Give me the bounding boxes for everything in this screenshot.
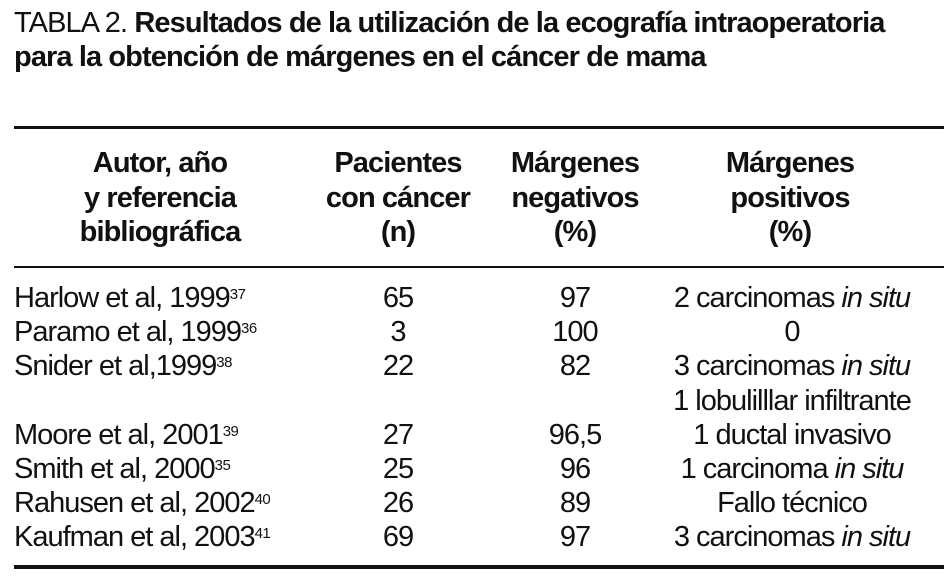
header-line: Autor, año — [92, 147, 228, 179]
positive-margins-cell: 2 carcinomas in situ — [640, 281, 944, 315]
positive-text: 1 carcinoma — [680, 453, 835, 485]
author-cell: Rahusen et al, 200240 — [14, 486, 271, 520]
positive-margins-cell: 3 carcinomas in situ — [640, 520, 944, 554]
reference-number: 40 — [254, 491, 271, 509]
positive-italic-text: in situ — [841, 521, 911, 554]
patients-cell: 3 — [390, 316, 406, 349]
positive-margins-cell: 1 ductal invasivo — [640, 418, 944, 452]
positive-text: 1 ductal invasivo — [693, 418, 891, 451]
positive-text: 0 — [784, 316, 800, 349]
header-line: negativos — [511, 181, 639, 214]
patients-cell: 65 — [382, 282, 414, 314]
header-negative-margins: Márgenes negativos (%) — [495, 146, 655, 250]
positive-margins-cell: 3 carcinomas in situ — [640, 349, 944, 383]
author-text: Moore et al, 2001 — [14, 418, 224, 451]
table-row: Moore et al, 200139 27 96,5 1 ductal invasi… — [0, 418, 946, 452]
table-row: Smith et al, 200035 25 96 1 carcinoma in si… — [0, 452, 946, 486]
negative-margins-cell: 89 — [559, 487, 591, 520]
table-label: TABLA 2. — [14, 7, 128, 39]
author-cell: Kaufman et al, 200341 — [14, 520, 271, 554]
table-title: Resultados de la utilización de la ecogr… — [14, 7, 885, 73]
patients-cell: 27 — [382, 418, 414, 451]
header-author: Autor, año y referencia bibliográfica — [50, 146, 270, 250]
table-row: Paramo et al, 199936 3 100 0 — [0, 315, 946, 349]
author-text: Kaufman et al, 2003 — [14, 521, 256, 554]
header-line: (%) — [553, 216, 597, 248]
negative-margins-cell: 82 — [559, 350, 591, 383]
positive-text: 2 carcinomas — [673, 282, 842, 314]
negative-margins-cell: 100 — [552, 316, 598, 349]
positive-margins-cell: 1 lobulilllar infiltrante — [640, 384, 944, 418]
table-row: Kaufman et al, 200341 69 97 3 carcinomas in… — [0, 520, 946, 554]
reference-number: 36 — [241, 320, 257, 338]
negative-margins-cell: 96 — [559, 453, 591, 485]
positive-margins-cell: 1 carcinoma in situ — [640, 452, 944, 486]
reference-number: 41 — [254, 525, 271, 543]
table-row: 1 lobulilllar infiltrante — [0, 384, 946, 418]
reference-number: 39 — [222, 422, 239, 440]
positive-text: 1 lobulilllar infiltrante — [673, 384, 912, 417]
positive-text: 3 carcinomas — [673, 521, 842, 554]
reference-number: 38 — [216, 354, 232, 372]
positive-italic-text: in situ — [841, 282, 911, 314]
header-line: (%) — [768, 216, 812, 248]
table-row: Rahusen et al, 200240 26 89 Fallo técnico — [0, 486, 946, 520]
header-rule — [14, 266, 944, 268]
author-text: Snider et al,1999 — [14, 350, 217, 383]
top-rule — [14, 126, 944, 129]
header-positive-margins: Márgenes positivos (%) — [710, 146, 870, 250]
reference-number: 35 — [214, 457, 231, 474]
header-patients: Pacientes con cáncer (n) — [310, 146, 486, 250]
table-row: Harlow et al, 199937 65 97 2 carcinomas in … — [0, 281, 946, 315]
negative-margins-cell: 97 — [559, 282, 591, 314]
author-cell: Paramo et al, 199936 — [14, 315, 257, 349]
author-cell: Smith et al, 200035 — [14, 452, 231, 486]
bottom-rule — [14, 565, 944, 569]
negative-margins-cell: 97 — [559, 521, 591, 554]
table-row: Snider et al,199938 22 82 3 carcinomas in s… — [0, 349, 946, 383]
positive-text: 3 carcinomas — [673, 350, 842, 383]
header-line: y referencia — [83, 181, 237, 214]
negative-margins-cell: 96,5 — [548, 418, 602, 451]
author-cell: Snider et al,199938 — [14, 349, 232, 383]
positive-text: Fallo técnico — [717, 487, 868, 520]
author-text: Rahusen et al, 2002 — [14, 487, 256, 520]
header-line: bibliográfica — [79, 216, 242, 248]
author-cell: Moore et al, 200139 — [14, 418, 239, 452]
header-line: positivos — [730, 181, 850, 214]
patients-cell: 69 — [382, 521, 414, 554]
positive-margins-cell: 0 — [640, 315, 944, 349]
header-line: Márgenes — [725, 147, 855, 179]
reference-number: 37 — [229, 286, 246, 303]
author-cell: Harlow et al, 199937 — [14, 281, 246, 315]
table-caption: TABLA 2. Resultados de la utilización de… — [14, 6, 944, 74]
positive-margins-cell: Fallo técnico — [640, 486, 944, 520]
author-text: Paramo et al, 1999 — [14, 316, 242, 349]
header-line: (n) — [380, 216, 416, 248]
patients-cell: 25 — [382, 453, 414, 485]
header-line: con cáncer — [325, 181, 471, 214]
author-text: Harlow et al, 1999 — [14, 282, 231, 314]
header-line: Pacientes — [334, 147, 462, 179]
patients-cell: 26 — [382, 487, 414, 520]
positive-italic-text: in situ — [841, 350, 911, 383]
positive-italic-text: in situ — [834, 453, 905, 485]
author-text: Smith et al, 2000 — [14, 453, 216, 485]
header-line: Márgenes — [510, 147, 640, 179]
patients-cell: 22 — [382, 350, 414, 383]
